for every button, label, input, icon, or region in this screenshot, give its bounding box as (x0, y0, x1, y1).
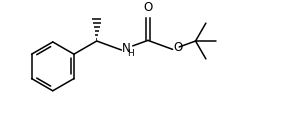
Text: N: N (122, 42, 131, 55)
Text: O: O (143, 1, 153, 14)
Text: H: H (128, 49, 134, 58)
Text: O: O (173, 41, 182, 54)
